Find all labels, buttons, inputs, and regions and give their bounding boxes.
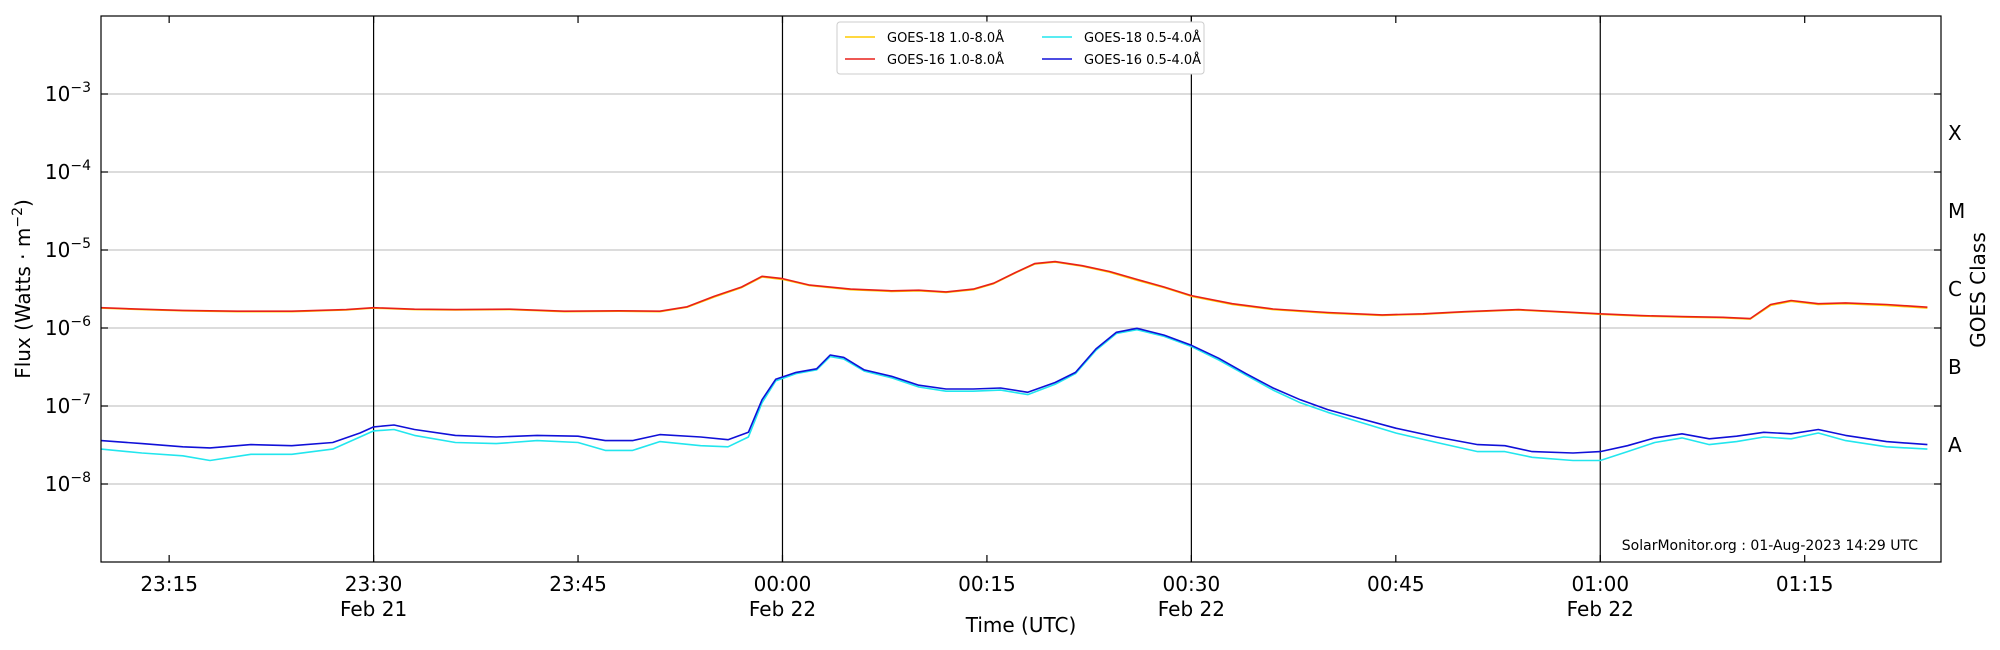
goes-class-label-M: M bbox=[1948, 199, 1965, 223]
x-tick-label-time: 23:30 bbox=[345, 572, 403, 596]
legend-label-1: GOES-16 1.0-8.0Å bbox=[887, 52, 1004, 68]
y-tick-label: 10−4 bbox=[45, 158, 91, 184]
legend-box bbox=[836, 21, 1205, 75]
x-tick-label-date: Feb 22 bbox=[749, 597, 816, 621]
goes-class-label-B: B bbox=[1948, 355, 1962, 379]
y-tick-label: 10−7 bbox=[45, 392, 91, 418]
y-tick-base: 10 bbox=[45, 238, 70, 262]
x-tick-label-date: Feb 22 bbox=[1158, 597, 1225, 621]
y-axis-label-suffix: ) bbox=[11, 199, 35, 207]
y-tick-label: 10−8 bbox=[45, 470, 91, 496]
y-axis-label-exponent: −2 bbox=[10, 207, 26, 228]
goes-class-label-X: X bbox=[1948, 121, 1962, 145]
y-tick-exponent: −8 bbox=[70, 470, 91, 486]
x-tick-label-time: 00:45 bbox=[1367, 572, 1425, 596]
x-tick-label-time: 23:45 bbox=[549, 572, 607, 596]
y-tick-label: 10−6 bbox=[45, 314, 91, 340]
day-separator-lines bbox=[372, 16, 1601, 562]
legend-label-3: GOES-16 0.5-4.0Å bbox=[1084, 52, 1201, 68]
y-tick-base: 10 bbox=[45, 82, 70, 106]
credit-text: SolarMonitor.org : 01-Aug-2023 14:29 UTC bbox=[1622, 538, 1918, 554]
y-tick-exponent: −7 bbox=[70, 392, 91, 408]
series-layer bbox=[100, 260, 1928, 462]
x-tick-label-time: 00:15 bbox=[958, 572, 1016, 596]
grid-layer bbox=[101, 93, 1941, 485]
x-tick-label-time: 00:30 bbox=[1163, 572, 1221, 596]
plot-frame bbox=[100, 15, 1942, 563]
y-tick-label: 10−5 bbox=[45, 236, 91, 262]
y-axis-label-prefix: Flux (Watts · m bbox=[11, 228, 35, 379]
y-tick-exponent: −3 bbox=[70, 80, 91, 96]
x-tick-label-date: Feb 21 bbox=[340, 597, 407, 621]
x-tick-label-time: 01:00 bbox=[1571, 572, 1629, 596]
y-tick-exponent: −5 bbox=[70, 236, 91, 252]
goes-class-axis-label: GOES Class bbox=[1966, 232, 1990, 348]
y-axis-label: Flux (Watts · m−2) bbox=[10, 199, 35, 379]
series-line-0 bbox=[100, 261, 1928, 320]
series-line-2 bbox=[100, 328, 1928, 462]
goes-class-label-A: A bbox=[1948, 433, 1962, 457]
series-line-3 bbox=[100, 327, 1928, 454]
y-tick-exponent: −4 bbox=[70, 158, 91, 174]
y-tick-base: 10 bbox=[45, 394, 70, 418]
y-tick-base: 10 bbox=[45, 316, 70, 340]
y-tick-base: 10 bbox=[45, 472, 70, 496]
legend: GOES-18 1.0-8.0Å GOES-18 0.5-4.0Å GOES-16 … bbox=[836, 21, 1205, 75]
x-tick-label-time: 23:15 bbox=[140, 572, 198, 596]
goes-class-label-C: C bbox=[1948, 277, 1962, 301]
legend-label-0: GOES-18 1.0-8.0Å bbox=[887, 30, 1004, 46]
series-line-1 bbox=[100, 260, 1928, 320]
y-tick-exponent: −6 bbox=[70, 314, 91, 330]
x-tick-label-date: Feb 22 bbox=[1567, 597, 1634, 621]
x-axis-label: Time (UTC) bbox=[965, 613, 1077, 637]
x-tick-label-time: 00:00 bbox=[754, 572, 812, 596]
y-tick-base: 10 bbox=[45, 160, 70, 184]
legend-label-2: GOES-18 0.5-4.0Å bbox=[1084, 30, 1201, 46]
x-tick-label-time: 01:15 bbox=[1776, 572, 1834, 596]
y-tick-label: 10−3 bbox=[45, 80, 91, 106]
